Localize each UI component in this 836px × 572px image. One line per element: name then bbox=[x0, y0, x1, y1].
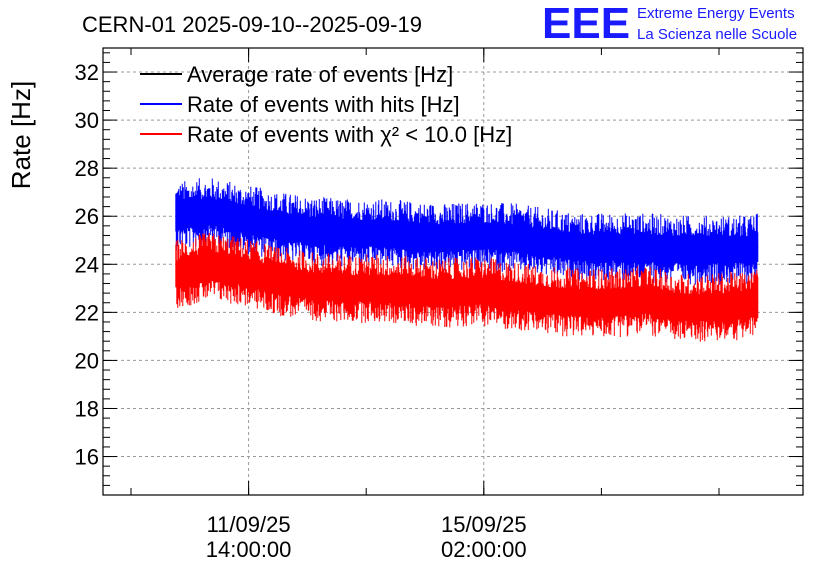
y-tick-label: 32 bbox=[75, 60, 99, 85]
y-tick-label: 24 bbox=[75, 252, 99, 277]
y-axis-label: Rate [Hz] bbox=[6, 81, 36, 189]
x-tick-label-date: 11/09/25 bbox=[207, 512, 291, 537]
eee-logo-line2: La Scienza nelle Scuole bbox=[637, 26, 797, 43]
y-tick-label: 22 bbox=[75, 300, 99, 325]
series-line bbox=[175, 210, 759, 251]
x-tick-label-date: 15/09/25 bbox=[441, 512, 527, 537]
axes bbox=[102, 47, 804, 496]
plot-frame bbox=[102, 47, 804, 496]
legend-label: Rate of events with χ² < 10.0 [Hz] bbox=[187, 122, 512, 147]
x-tick-label-time: 14:00:00 bbox=[206, 537, 292, 562]
y-tick-label: 28 bbox=[75, 156, 99, 181]
legend-label: Average rate of events [Hz] bbox=[187, 62, 453, 87]
legend-label: Rate of events with hits [Hz] bbox=[187, 92, 460, 117]
y-tick-label: 30 bbox=[75, 108, 99, 133]
chart-title: CERN-01 2025-09-10--2025-09-19 bbox=[82, 12, 422, 37]
y-tick-label: 16 bbox=[75, 445, 99, 470]
y-tick-labels: 16 18 20 22 24 26 28 30 32 bbox=[75, 60, 99, 470]
series-lines bbox=[175, 210, 759, 309]
y-tick-label: 18 bbox=[75, 396, 99, 421]
legend: Average rate of events [Hz] Rate of event… bbox=[140, 62, 512, 147]
eee-logo-line1: Extreme Energy Events bbox=[637, 5, 795, 22]
series-line bbox=[175, 265, 759, 309]
y-tick-label: 20 bbox=[75, 348, 99, 373]
series-bands bbox=[175, 178, 759, 342]
y-tick-label: 26 bbox=[75, 204, 99, 229]
eee-logo: EEE Extreme Energy Events La Scienza nel… bbox=[542, 0, 797, 48]
eee-logo-mark: EEE bbox=[542, 0, 630, 48]
x-tick-label-time: 02:00:00 bbox=[441, 537, 527, 562]
